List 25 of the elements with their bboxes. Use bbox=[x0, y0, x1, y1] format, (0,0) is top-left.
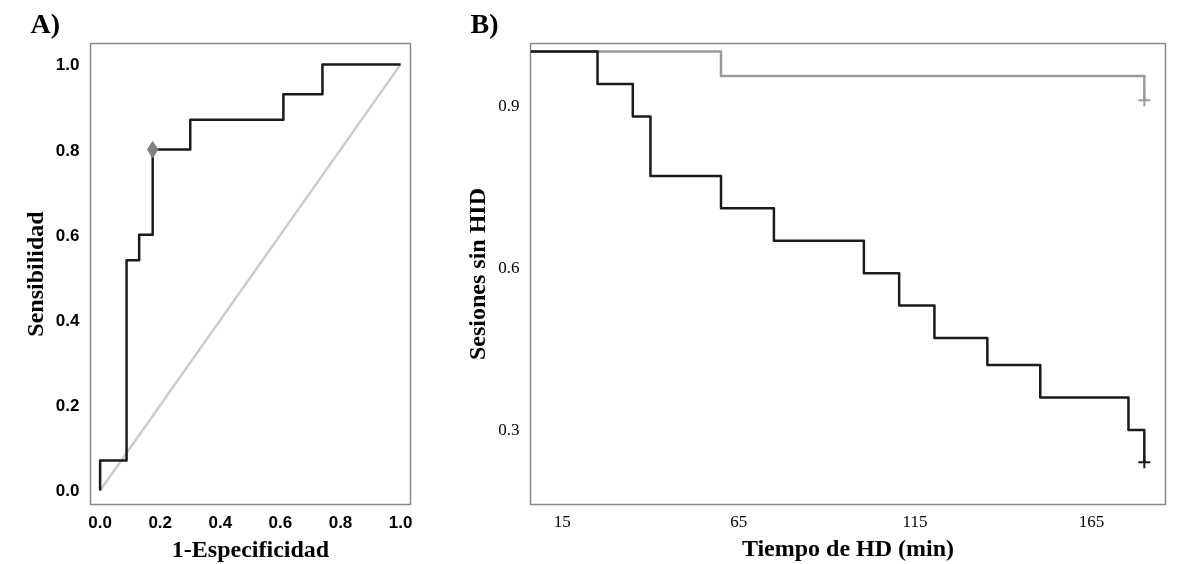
chart-title: B) bbox=[470, 7, 499, 39]
y-tick-label: 0.6 bbox=[55, 225, 80, 245]
x-tick-label: 65 bbox=[730, 511, 748, 531]
x-tick-label: 15 bbox=[553, 511, 571, 531]
y-tick-label: 0.8 bbox=[55, 140, 80, 160]
x-tick-label: 1.0 bbox=[388, 512, 413, 532]
x-axis-title: 1-Especificidad bbox=[171, 535, 330, 562]
y-tick-label: 0.2 bbox=[55, 396, 80, 416]
x-tick-label: 0.6 bbox=[268, 512, 293, 532]
y-tick-label: 0.0 bbox=[55, 481, 80, 501]
chart-title: A) bbox=[30, 7, 61, 39]
y-tick-label: 0.3 bbox=[498, 420, 520, 440]
x-tick-label: 0.2 bbox=[148, 512, 173, 532]
x-tick-label: 0.4 bbox=[208, 512, 233, 532]
y-tick-label: 0.9 bbox=[498, 96, 520, 116]
y-axis-title: Sesiones sin HID bbox=[464, 187, 491, 361]
x-tick-label: 115 bbox=[902, 511, 928, 531]
y-tick-label: 0.6 bbox=[498, 258, 520, 278]
x-tick-label: 165 bbox=[1078, 511, 1105, 531]
x-tick-label: 0.8 bbox=[328, 512, 353, 532]
y-tick-label: 0.4 bbox=[55, 311, 81, 331]
x-tick-label: 0.0 bbox=[88, 512, 112, 532]
y-tick-label: 1.0 bbox=[55, 55, 80, 75]
x-axis-title: Tiempo de HD (min) bbox=[741, 534, 955, 561]
y-axis-title: Sensibilidad bbox=[21, 210, 48, 337]
